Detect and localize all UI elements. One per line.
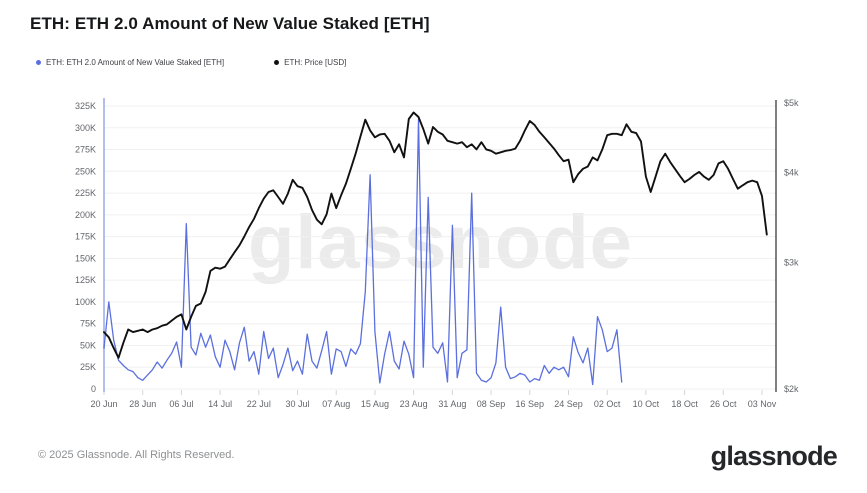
x-tick-label: 23 Aug bbox=[400, 399, 428, 409]
legend-label-price: ETH: Price [USD] bbox=[284, 58, 347, 67]
copyright-text: © 2025 Glassnode. All Rights Reserved. bbox=[38, 449, 235, 461]
y-left-tick-label: 0 bbox=[91, 384, 96, 394]
page-title: ETH: ETH 2.0 Amount of New Value Staked … bbox=[30, 14, 430, 33]
legend-item-price[interactable]: ETH: Price [USD] bbox=[274, 58, 346, 67]
glassnode-logo: glassnode bbox=[710, 441, 838, 471]
x-tick-label: 08 Sep bbox=[477, 399, 506, 409]
x-tick-label: 20 Jun bbox=[90, 399, 117, 409]
y-left-tick-label: 275K bbox=[75, 145, 96, 155]
y-left-tick-label: 250K bbox=[75, 166, 96, 176]
x-tick-label: 10 Oct bbox=[633, 399, 660, 409]
y-left-tick-label: 325K bbox=[75, 101, 96, 111]
y-right-tick-label: $3k bbox=[784, 257, 799, 267]
y-left-tick-label: 125K bbox=[75, 275, 96, 285]
y-left-tick-label: 50K bbox=[80, 340, 96, 350]
staked-series-line bbox=[103, 118, 623, 386]
x-tick-label: 06 Jul bbox=[169, 399, 193, 409]
x-tick-label: 03 Nov bbox=[748, 399, 777, 409]
y-left-tick-label: 200K bbox=[75, 210, 96, 220]
legend-item-staked[interactable]: ETH: ETH 2.0 Amount of New Value Staked … bbox=[36, 58, 224, 67]
y-right-tick-label: $4k bbox=[784, 168, 799, 178]
legend-dot-price-icon bbox=[274, 60, 280, 65]
watermark-text: glassnode bbox=[248, 200, 633, 285]
x-tick-label: 16 Sep bbox=[515, 399, 544, 409]
y-left-tick-label: 300K bbox=[75, 123, 96, 133]
y-left-tick-label: 25K bbox=[80, 362, 96, 372]
x-tick-label: 02 Oct bbox=[594, 399, 621, 409]
chart-legend: ETH: ETH 2.0 Amount of New Value Staked … bbox=[36, 58, 346, 67]
x-tick-label: 15 Aug bbox=[361, 399, 389, 409]
x-tick-label: 28 Jun bbox=[129, 399, 156, 409]
x-tick-label: 14 Jul bbox=[208, 399, 232, 409]
price-series-line bbox=[103, 111, 768, 359]
x-tick-label: 30 Jul bbox=[286, 399, 310, 409]
x-tick-label: 26 Oct bbox=[710, 399, 737, 409]
y-right-tick-label: $5k bbox=[784, 98, 799, 108]
x-tick-label: 31 Aug bbox=[438, 399, 466, 409]
y-right-tick-label: $2k bbox=[784, 384, 799, 394]
legend-dot-staked-icon bbox=[36, 60, 41, 65]
x-tick-label: 24 Sep bbox=[554, 399, 583, 409]
y-left-tick-label: 175K bbox=[75, 232, 96, 242]
x-tick-label: 18 Oct bbox=[671, 399, 698, 409]
y-left-tick-label: 75K bbox=[80, 319, 96, 329]
y-left-tick-label: 225K bbox=[75, 188, 96, 198]
x-tick-label: 22 Jul bbox=[247, 399, 271, 409]
legend-label-staked: ETH: ETH 2.0 Amount of New Value Staked … bbox=[46, 58, 225, 67]
y-left-tick-label: 100K bbox=[75, 297, 96, 307]
x-tick-label: 07 Aug bbox=[322, 399, 350, 409]
y-left-tick-label: 150K bbox=[75, 253, 96, 263]
